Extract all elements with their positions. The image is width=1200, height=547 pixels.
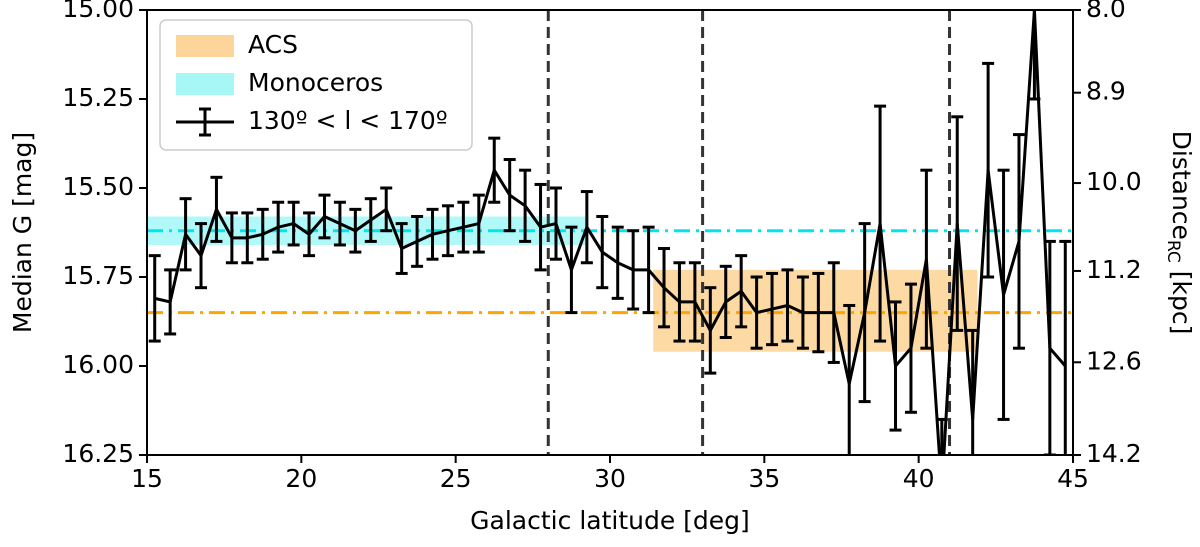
x-tick-label: 25 xyxy=(440,464,472,493)
y2-tick-label: 14.2 xyxy=(1086,439,1142,468)
series-line xyxy=(154,10,1067,455)
legend-swatch xyxy=(176,73,234,95)
y-tick-label: 15.50 xyxy=(62,172,134,201)
legend-swatch xyxy=(176,35,234,57)
x-tick-label: 35 xyxy=(748,464,780,493)
x-tick-label: 30 xyxy=(594,464,626,493)
y-tick-label: 15.00 xyxy=(62,0,134,23)
legend-swatch xyxy=(176,107,234,137)
x-tick-label: 20 xyxy=(285,464,317,493)
y-axis-label: Median G [mag] xyxy=(8,132,37,333)
y-tick-label: 16.00 xyxy=(62,350,134,379)
y2-axis-label-subscript: RC xyxy=(1163,240,1183,263)
y2-tick-label: 12.6 xyxy=(1086,346,1142,375)
y2-tick-label: 8.9 xyxy=(1086,77,1126,106)
y-tick-label: 15.25 xyxy=(62,83,134,112)
y2-axis-label-unit: [kpc] xyxy=(1167,271,1196,335)
axes: 15 20 25 30 35 40 45 15.00 15.25 15.50 15.75 16.00 1… xyxy=(8,0,1196,535)
x-tick-label: 40 xyxy=(903,464,935,493)
legend-frame xyxy=(159,19,473,151)
y2-tick-label: 8.0 xyxy=(1086,0,1126,23)
legend-label: 130º < l < 170º xyxy=(248,106,448,135)
y-tick-label: 15.75 xyxy=(62,261,134,290)
y-tick-label: 16.25 xyxy=(62,439,134,468)
x-tick-label: 45 xyxy=(1057,464,1089,493)
legend-label: Monoceros xyxy=(248,68,383,97)
x-axis-label: Galactic latitude [deg] xyxy=(470,506,750,535)
legend-label: ACS xyxy=(248,30,298,59)
x-tick-label: 15 xyxy=(131,464,163,493)
y2-axis-label-text: Distance xyxy=(1167,131,1196,240)
y2-tick-label: 10.0 xyxy=(1086,167,1142,196)
legend: ACS Monoceros 130º < l < 170º xyxy=(159,19,473,151)
y2-axis-label: DistanceRC [kpc] xyxy=(1163,131,1196,335)
plot-area xyxy=(147,10,1073,455)
y2-tick-label: 11.2 xyxy=(1086,255,1142,284)
